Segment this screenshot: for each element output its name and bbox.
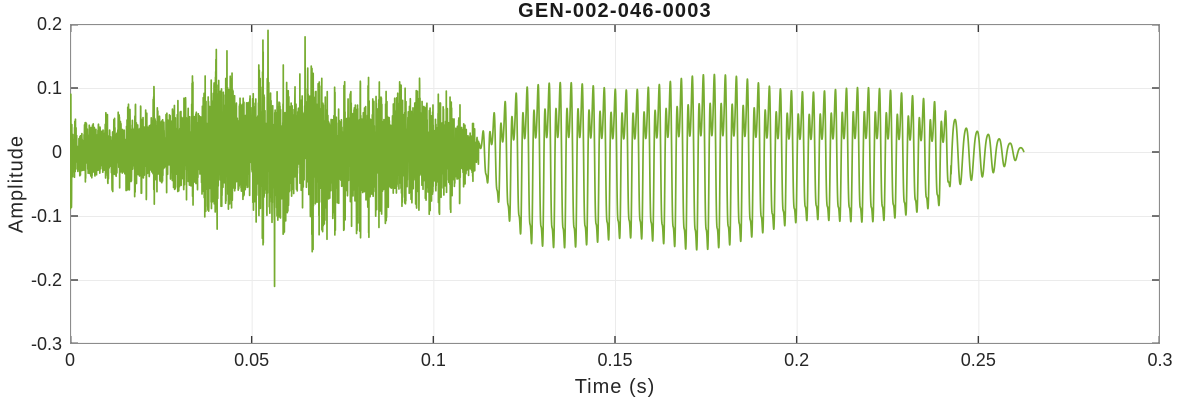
- y-tick-label: -0.3: [30, 334, 62, 354]
- x-axis-label: Time (s): [574, 376, 656, 398]
- y-tick-label: 0: [51, 142, 62, 162]
- x-tick-label: 0.25: [960, 350, 996, 370]
- x-tick-label: 0.1: [420, 350, 446, 370]
- x-tick-label: 0: [64, 350, 75, 370]
- waveform-canvas: [70, 24, 1160, 344]
- y-tick-label: 0.2: [36, 14, 62, 34]
- plot-title: GEN-002-046-0003: [518, 0, 712, 22]
- y-tick-label: -0.2: [30, 270, 62, 290]
- y-tick-label: -0.1: [30, 206, 62, 226]
- x-tick-label: 0.3: [1147, 350, 1173, 370]
- x-tick-label: 0.2: [784, 350, 810, 370]
- x-tick-label: 0.15: [597, 350, 633, 370]
- y-tick-label: 0.1: [36, 78, 62, 98]
- x-tick-label: 0.05: [234, 350, 270, 370]
- plot-area: [70, 24, 1160, 344]
